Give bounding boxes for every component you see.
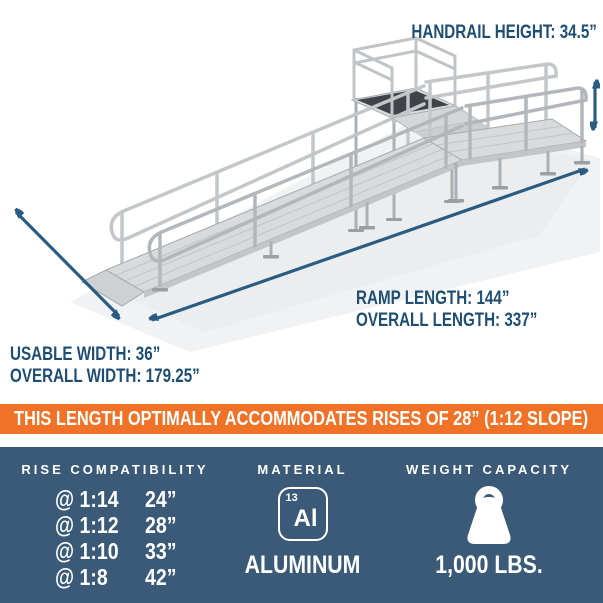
length-arrow <box>152 167 585 322</box>
rise-value: 24” <box>145 486 177 512</box>
weight-capacity-value: 1,000 LBS. <box>435 551 543 579</box>
rise-row: @ 1:10 33” <box>0 538 230 564</box>
weight-capacity-title: WEIGHT CAPACITY <box>405 462 573 477</box>
walkway-deck <box>422 118 588 166</box>
ramp-drawing <box>0 36 600 352</box>
rise-compatibility-title: RISE COMPATIBILITY <box>21 462 209 477</box>
walkway-near-railing <box>464 86 588 160</box>
material-section: MATERIAL 13 Al ALUMINUM <box>230 447 375 603</box>
rise-value: 42” <box>145 564 177 590</box>
slope-banner: THIS LENGTH OPTIMALLY ACCOMMODATES RISES… <box>0 404 603 434</box>
rise-compatibility-section: RISE COMPATIBILITY @ 1:14 24” @ 1:12 28” @… <box>0 447 230 603</box>
rise-row: @ 1:12 28” <box>0 512 230 538</box>
material-name: ALUMINUM <box>244 551 361 579</box>
usable-width-label: USABLE WIDTH: 36” <box>10 344 161 365</box>
rise-value: 28” <box>145 512 177 538</box>
aluminum-element-icon: 13 Al <box>277 487 328 541</box>
width-arrow <box>16 212 119 316</box>
element-symbol: Al <box>293 505 318 532</box>
material-title: MATERIAL <box>257 462 348 477</box>
weight-capacity-section: WEIGHT CAPACITY 1,000 LBS. <box>375 447 603 603</box>
ramp-illustration: HANDRAIL HEIGHT: 34.5” RAMP LENGTH: 144”… <box>0 22 600 387</box>
spec-panel: RISE COMPATIBILITY @ 1:14 24” @ 1:12 28” @… <box>0 447 603 603</box>
rise-table: @ 1:14 24” @ 1:12 28” @ 1:10 33” @ 1:8 42” <box>0 486 230 590</box>
overall-width-label: OVERALL WIDTH: 179.25” <box>10 366 200 387</box>
rise-row: @ 1:8 42” <box>0 564 230 590</box>
weight-icon <box>467 486 511 544</box>
rise-row: @ 1:14 24” <box>0 486 230 512</box>
overall-length-label: OVERALL LENGTH: 337” <box>356 310 538 331</box>
rise-ratio: @ 1:8 <box>55 564 108 590</box>
slope-banner-text: THIS LENGTH OPTIMALLY ACCOMMODATES RISES… <box>14 407 589 430</box>
atomic-number: 13 <box>285 492 298 504</box>
ramp-length-label: RAMP LENGTH: 144” <box>356 288 510 309</box>
rise-ratio: @ 1:14 <box>55 486 119 512</box>
rise-ratio: @ 1:10 <box>55 538 119 564</box>
rise-ratio: @ 1:12 <box>55 512 119 538</box>
rise-value: 33” <box>145 538 177 564</box>
handrail-height-label: HANDRAIL HEIGHT: 34.5” <box>411 22 597 43</box>
platform-railing <box>352 36 457 119</box>
